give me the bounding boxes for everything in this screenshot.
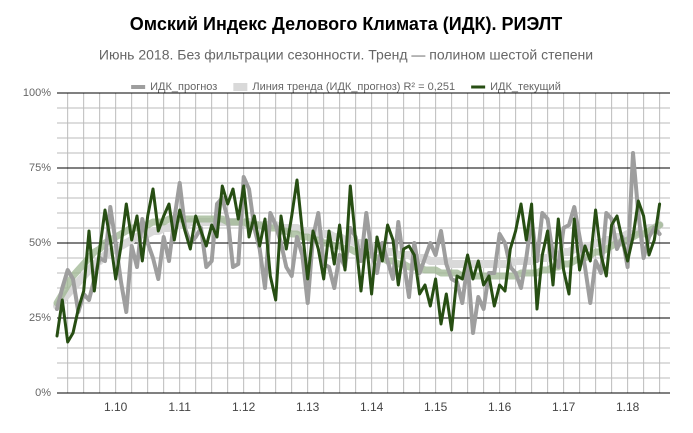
x-tick-label: 1.13 <box>296 400 320 414</box>
x-tick-label: 1.16 <box>488 400 512 414</box>
legend-label: Линия тренда (ИДК_прогноз) R² = 0,251 <box>252 81 455 93</box>
x-tick-label: 1.18 <box>616 400 640 414</box>
x-tick-label: 1.14 <box>360 400 384 414</box>
y-tick-label: 25% <box>29 312 51 324</box>
chart-title: Омский Индекс Делового Климата (ИДК). РИ… <box>130 14 562 34</box>
y-tick-label: 0% <box>35 387 51 399</box>
x-tick-label: 1.11 <box>168 400 191 414</box>
y-tick-label: 100% <box>23 87 51 99</box>
y-tick-label: 50% <box>29 237 51 249</box>
y-tick-label: 75% <box>29 162 51 174</box>
series-line <box>55 151 662 335</box>
legend: ИДК_прогноз Линия тренда (ИДК_прогноз) R²… <box>131 81 561 93</box>
legend-label: ИДК_текущий <box>490 81 561 93</box>
x-tick-label: 1.10 <box>104 400 128 414</box>
series-line <box>55 178 662 344</box>
x-tick-label: 1.15 <box>424 400 448 414</box>
legend-label: ИДК_прогноз <box>150 81 217 93</box>
chart-subtitle: Июнь 2018. Без фильтрации сезонности. Тр… <box>99 47 593 63</box>
x-tick-label: 1.17 <box>552 400 576 414</box>
x-tick-label: 1.12 <box>232 400 256 414</box>
